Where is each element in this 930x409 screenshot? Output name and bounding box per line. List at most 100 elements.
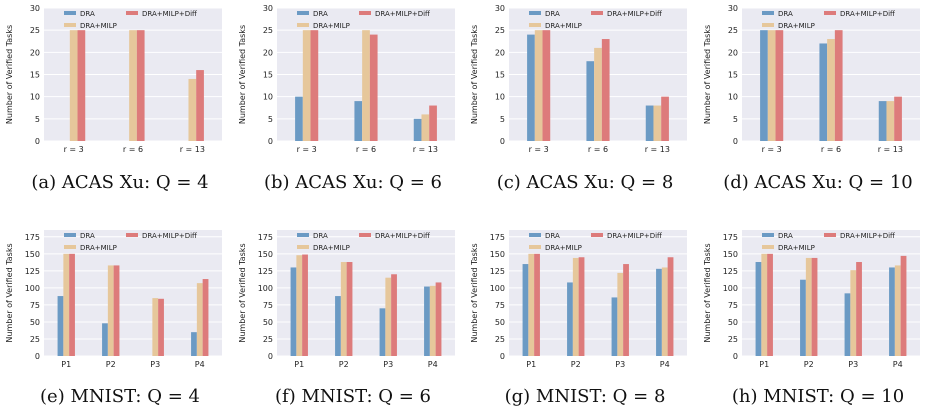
legend-label: DRA+MILP+Diff <box>840 10 895 18</box>
bar-dra-milp-diff-2 <box>661 96 669 141</box>
x-tick-label: r = 13 <box>878 145 903 154</box>
panel-caption: (d) ACAS Xu: Q = 10 <box>723 172 913 193</box>
y-tick-label: 15 <box>30 71 40 80</box>
bar-dra-milp-diff-2 <box>856 262 862 356</box>
y-tick-label: 75 <box>728 301 738 310</box>
y-tick-label: 175 <box>25 233 40 242</box>
bar-dra-milp-diff-0 <box>77 30 86 142</box>
x-tick-label: r = 3 <box>762 145 782 154</box>
bar-dra-milp-2 <box>385 277 392 356</box>
bar-dra-milp-diff-3 <box>202 279 209 356</box>
y-tick-label: 125 <box>25 267 40 276</box>
bar-dra-milp-diff-1 <box>369 34 378 141</box>
bar-dra-milp-0 <box>534 30 543 142</box>
x-tick-label: P4 <box>195 360 205 369</box>
legend-swatch <box>64 11 76 15</box>
bar-dra-0 <box>760 30 768 142</box>
x-tick-label: P1 <box>759 360 769 369</box>
y-tick-label: 25 <box>30 26 40 35</box>
bar-dra-milp-0 <box>63 253 70 356</box>
chart-panel-3: 0 5 10 15 20 25 30 Number of Verified Tasks r = … <box>470 4 687 193</box>
y-tick-label: 100 <box>490 284 505 293</box>
bar-dra-milp-diff-1 <box>578 257 585 356</box>
x-tick-label: r = 13 <box>180 145 205 154</box>
bar-dra-2 <box>379 308 386 356</box>
legend: DRA DRA+MILP DRA+MILP+Diff <box>762 10 895 30</box>
legend-swatch <box>529 23 541 27</box>
y-tick-label: 5 <box>268 115 273 124</box>
panel-caption: (c) ACAS Xu: Q = 8 <box>497 172 674 193</box>
x-tick-label: P1 <box>526 360 536 369</box>
y-tick-label: 25 <box>495 26 505 35</box>
bar-dra-milp-1 <box>805 257 812 356</box>
legend-swatch <box>297 245 309 249</box>
legend-swatch <box>359 11 371 15</box>
legend-label: DRA+MILP+Diff <box>607 10 662 18</box>
bar-dra-0 <box>522 264 529 356</box>
y-tick-label: 125 <box>258 267 273 276</box>
legend: DRA DRA+MILP DRA+MILP+Diff <box>762 232 895 252</box>
legend-swatch <box>762 11 774 15</box>
bar-dra-milp-diff-1 <box>811 257 818 356</box>
bar-dra-3 <box>889 267 895 356</box>
bar-dra-milp-3 <box>661 267 668 356</box>
bar-dra-1 <box>819 43 828 141</box>
y-axis-label: Number of Verified Tasks <box>470 243 479 342</box>
x-tick-label: r = 3 <box>64 145 84 154</box>
bar-dra-1 <box>586 61 595 142</box>
bar-dra-1 <box>335 296 341 356</box>
bar-dra-1 <box>354 101 363 141</box>
legend-swatch <box>762 23 774 27</box>
panel-caption: (h) MNIST: Q = 10 <box>732 386 904 407</box>
legend-swatch <box>126 233 138 237</box>
bar-dra-milp-diff-1 <box>136 30 145 142</box>
chart-panel-2: 0 5 10 15 20 25 30 Number of Verified Tasks r = … <box>238 4 455 193</box>
bar-dra-milp-2 <box>850 270 857 356</box>
y-tick-label: 0 <box>733 137 738 146</box>
bar-dra-milp-2 <box>886 101 895 141</box>
y-tick-label: 20 <box>495 48 505 57</box>
legend-swatch <box>359 233 371 237</box>
bar-dra-milp-3 <box>894 265 901 356</box>
y-tick-label: 10 <box>30 93 40 102</box>
y-tick-label: 100 <box>25 284 40 293</box>
y-tick-label: 25 <box>728 335 738 344</box>
bar-dra-milp-2 <box>617 272 624 356</box>
bar-dra-milp-diff-3 <box>435 282 442 356</box>
y-tick-label: 5 <box>500 115 505 124</box>
x-tick-label: P2 <box>804 360 814 369</box>
x-tick-label: r = 6 <box>356 145 376 154</box>
panel-caption: (a) ACAS Xu: Q = 4 <box>31 172 208 193</box>
legend-swatch <box>297 11 309 15</box>
legend-swatch <box>126 11 138 15</box>
bar-dra-2 <box>645 105 654 141</box>
y-tick-label: 10 <box>728 93 738 102</box>
legend-label: DRA+MILP <box>313 22 350 30</box>
y-tick-label: 5 <box>733 115 738 124</box>
bar-dra-milp-0 <box>528 253 535 356</box>
y-tick-label: 50 <box>263 318 273 327</box>
y-tick-label: 30 <box>495 4 505 13</box>
legend-swatch <box>297 233 309 237</box>
y-tick-label: 75 <box>30 301 40 310</box>
legend: DRA DRA+MILP DRA+MILP+Diff <box>64 10 197 30</box>
y-tick-label: 150 <box>490 250 505 259</box>
y-tick-label: 0 <box>500 137 505 146</box>
bar-dra-milp-diff-0 <box>69 253 75 356</box>
x-tick-label: P4 <box>660 360 670 369</box>
y-tick-label: 0 <box>35 352 40 361</box>
legend-swatch <box>64 233 76 237</box>
legend-swatch <box>591 233 603 237</box>
legend-swatch <box>762 233 774 237</box>
bar-dra-milp-3 <box>429 285 436 356</box>
y-tick-label: 0 <box>268 352 273 361</box>
bar-dra-milp-diff-0 <box>775 30 784 142</box>
x-tick-label: r = 13 <box>645 145 670 154</box>
legend-swatch <box>64 245 76 249</box>
y-tick-label: 175 <box>490 233 505 242</box>
legend-swatch <box>529 233 541 237</box>
legend-label: DRA+MILP <box>545 22 582 30</box>
y-tick-label: 15 <box>728 71 738 80</box>
y-tick-label: 0 <box>733 352 738 361</box>
y-tick-label: 30 <box>30 4 40 13</box>
